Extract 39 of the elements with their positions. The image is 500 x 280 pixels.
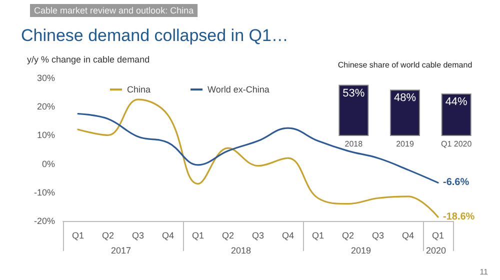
x-tick-label: 2019 <box>396 140 414 148</box>
x-tick-label: Q4 <box>162 230 174 240</box>
x-tick-label: Q1 <box>312 230 324 240</box>
x-tick-label: Q1 <box>192 230 204 240</box>
y-tick-label: 20% <box>36 102 55 112</box>
x-tick-label: Q1 2020 <box>440 140 472 148</box>
x-tick-label: Q3 <box>252 230 264 240</box>
y-tick-label: 10% <box>36 130 55 140</box>
x-tick-label: Q3 <box>132 230 144 240</box>
y-tick-label: -10% <box>34 187 55 198</box>
x-tick-label: Q2 <box>102 230 114 240</box>
legend-label: China <box>127 84 151 94</box>
text: 2017 <box>111 246 132 256</box>
chart-title: Chinese demand collapsed in Q1… <box>21 26 288 45</box>
x-tick-label: 2018 <box>344 140 364 148</box>
data-label: 53% <box>342 87 365 100</box>
line-series <box>77 112 439 184</box>
text: 11 <box>480 268 489 276</box>
y-tick-label: 30% <box>36 73 55 83</box>
legend-label: World ex-China <box>208 84 270 94</box>
chart-title: Chinese share of world cable demand <box>338 60 472 70</box>
x-tick-label: Q1 <box>72 230 84 240</box>
x-tick-label: Q3 <box>372 230 384 240</box>
data-label: -6.6% <box>443 177 470 188</box>
x-tick-label: Q2 <box>342 230 354 240</box>
y-axis-title: y/y % change in cable demand <box>27 54 150 64</box>
x-tick-label: Q4 <box>282 230 294 240</box>
text: 2019 <box>351 246 372 256</box>
chart-subtitle: Cable market review and outlook: China <box>34 6 194 16</box>
x-tick-label: Q2 <box>222 230 234 240</box>
y-tick-label: -20% <box>34 216 55 226</box>
x-tick-label: Q4 <box>402 230 414 240</box>
text: 2020 <box>426 246 446 256</box>
data-label: 44% <box>445 96 468 108</box>
x-tick-label: Q1 <box>432 230 444 240</box>
text: 2018 <box>231 246 252 256</box>
data-label: 48% <box>394 92 416 104</box>
data-label: -18.6% <box>443 211 475 222</box>
y-tick-label: 0% <box>42 158 55 169</box>
